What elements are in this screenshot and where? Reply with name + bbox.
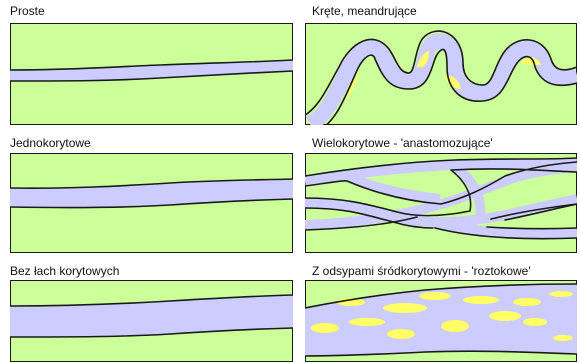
anastomosing-river-diagram	[305, 153, 577, 253]
river-bank-north	[10, 178, 293, 189]
panel-label-meandering: Kręte, meandrujące	[312, 4, 417, 18]
river-channel	[305, 284, 577, 356]
single-channel-river-diagram	[10, 153, 293, 253]
river-channel	[10, 179, 293, 208]
river-bank-south	[10, 70, 293, 82]
mid-channel-bar	[553, 335, 573, 341]
panel-label-straight: Proste	[10, 4, 45, 18]
mid-channel-bar	[513, 298, 541, 306]
point-bar	[345, 73, 359, 101]
meander-channel	[305, 33, 577, 125]
meandering-river-diagram	[305, 23, 577, 125]
panel-label-no-bars: Bez łach korytowych	[10, 264, 120, 278]
panel-label-single-channel: Jednokorytowe	[10, 136, 91, 150]
mid-channel-bar	[337, 298, 365, 306]
river-bank-south	[10, 198, 293, 209]
mid-channel-bar	[463, 296, 499, 304]
mid-channel-bar	[311, 323, 339, 333]
panel-label-anastomosing: Wielokorytowe - 'anastomozujące'	[312, 136, 493, 150]
panel-label-braided: Z odsypami śródkorytowymi - 'roztokowe'	[312, 264, 531, 278]
river-bank-north	[305, 283, 577, 309]
river-bank-south	[305, 350, 577, 357]
straight-river-diagram	[10, 23, 293, 125]
mid-channel-bar	[349, 318, 385, 326]
point-bar	[521, 57, 541, 65]
meander-bank-inner	[325, 48, 577, 125]
meander-bank-outer	[305, 30, 577, 117]
mid-channel-bar	[419, 292, 451, 300]
braided-river-diagram	[305, 280, 577, 362]
river-channel	[10, 60, 293, 81]
mid-channel-bar	[489, 311, 521, 321]
river-bank-north	[10, 59, 293, 71]
mid-channel-bars	[311, 291, 573, 341]
mid-channel-bar	[387, 329, 415, 339]
mid-channel-bar	[523, 318, 547, 326]
point-bar	[417, 51, 429, 68]
mid-channel-bar	[441, 320, 469, 332]
no-bars-river-diagram	[10, 280, 293, 362]
mid-channel-bar	[383, 303, 427, 313]
mid-channel-bar	[549, 291, 573, 297]
channel-banks	[305, 157, 577, 240]
river-bank-south	[10, 327, 293, 338]
river-bank-north	[10, 294, 293, 307]
